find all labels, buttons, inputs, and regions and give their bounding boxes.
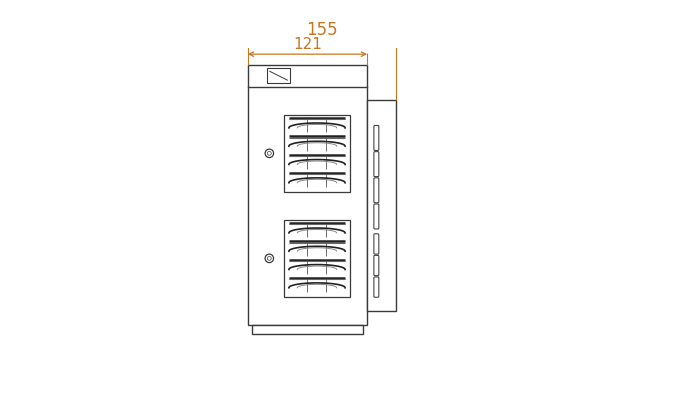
- FancyBboxPatch shape: [374, 178, 379, 203]
- Bar: [267, 68, 290, 84]
- Text: 121: 121: [293, 37, 322, 52]
- FancyBboxPatch shape: [374, 234, 379, 254]
- Bar: [284, 115, 350, 192]
- FancyBboxPatch shape: [374, 255, 379, 276]
- Bar: [248, 86, 367, 325]
- Text: 155: 155: [306, 21, 338, 39]
- Bar: [248, 65, 367, 86]
- Bar: [284, 220, 350, 297]
- FancyBboxPatch shape: [374, 204, 379, 229]
- Bar: [252, 325, 363, 334]
- FancyBboxPatch shape: [374, 152, 379, 176]
- Bar: [367, 100, 396, 311]
- FancyBboxPatch shape: [374, 277, 379, 297]
- FancyBboxPatch shape: [374, 126, 379, 150]
